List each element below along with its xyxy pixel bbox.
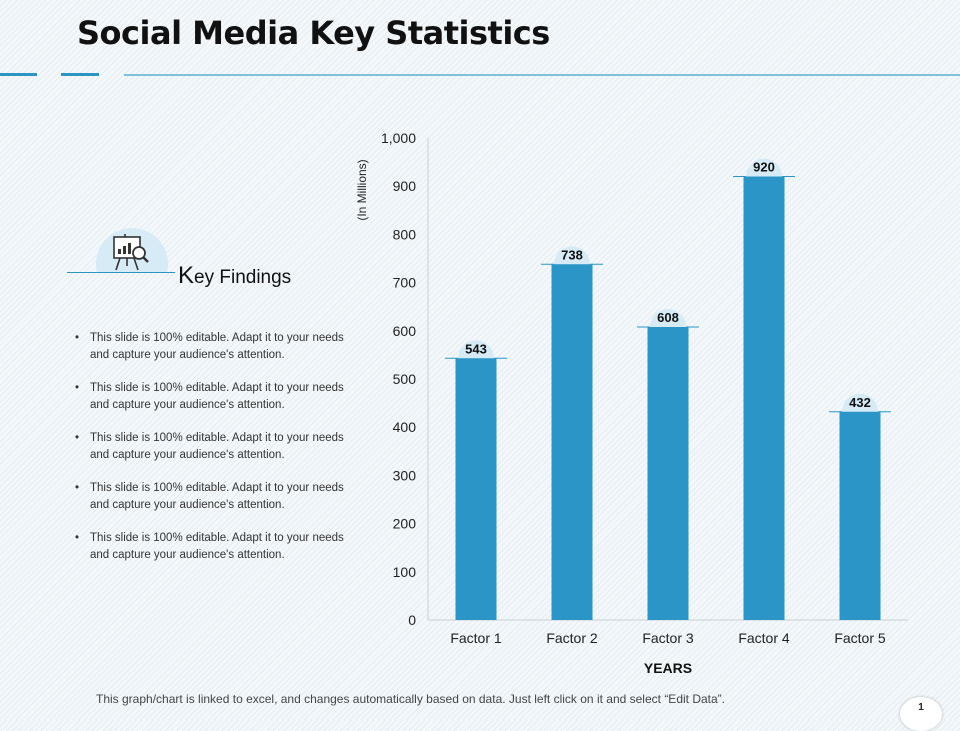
bullet-icon: •: [75, 482, 80, 494]
list-item: • This slide is 100% editable. Adapt it t…: [75, 430, 365, 464]
key-findings-initial: K: [178, 262, 195, 289]
bullet-icon: •: [75, 432, 80, 444]
key-findings-list: • This slide is 100% editable. Adapt it t…: [75, 330, 365, 580]
bar: [455, 358, 497, 620]
list-item: • This slide is 100% editable. Adapt it t…: [75, 530, 365, 564]
footer-note: This graph/chart is linked to excel, and…: [96, 692, 725, 706]
y-tick-label: 0: [408, 612, 416, 628]
y-tick-label: 1,000: [381, 130, 416, 146]
list-item-text: This slide is 100% editable. Adapt it to…: [90, 332, 344, 361]
key-findings-title-rest: ey Findings: [194, 267, 292, 288]
y-axis-title: (In Millions): [355, 159, 369, 220]
bullet-icon: •: [75, 532, 80, 544]
list-item: • This slide is 100% editable. Adapt it t…: [75, 380, 365, 414]
list-item-text: This slide is 100% editable. Adapt it to…: [90, 482, 344, 511]
y-tick-label: 100: [393, 564, 417, 580]
list-item-text: This slide is 100% editable. Adapt it to…: [90, 532, 344, 561]
title-underline-segment: [61, 73, 99, 76]
x-tick-label: Factor 4: [738, 630, 790, 646]
bar: [839, 411, 881, 620]
y-tick-label: 300: [393, 467, 417, 483]
x-axis-title: YEARS: [644, 660, 692, 676]
data-label-bubble: [554, 246, 590, 265]
x-tick-label: Factor 1: [450, 630, 502, 646]
data-label-bubble: [458, 340, 494, 359]
list-item: • This slide is 100% editable. Adapt it t…: [75, 330, 365, 364]
y-tick-label: 900: [393, 178, 417, 194]
data-label: 608: [657, 310, 679, 325]
data-label: 920: [753, 160, 775, 175]
bar: [647, 326, 689, 620]
x-tick-label: Factor 3: [642, 630, 694, 646]
data-label-bubble: [746, 158, 782, 177]
title-underline: [124, 74, 960, 76]
x-tick-label: Factor 2: [546, 630, 598, 646]
bullet-icon: •: [75, 382, 80, 394]
presentation-chart-magnifier-icon: [113, 234, 149, 271]
data-label: 543: [465, 341, 487, 356]
y-tick-label: 200: [393, 516, 417, 532]
y-tick-label: 800: [393, 226, 417, 242]
page-title: Social Media Key Statistics: [77, 14, 550, 52]
y-tick-label: 400: [393, 419, 417, 435]
bar: [743, 176, 785, 620]
data-label: 738: [561, 247, 583, 262]
bullet-icon: •: [75, 332, 80, 344]
y-tick-label: 700: [393, 275, 417, 291]
bar: [551, 264, 593, 620]
y-tick-label: 500: [393, 371, 417, 387]
data-label-bubble: [842, 393, 878, 412]
data-label: 432: [849, 395, 871, 410]
title-underline-segment: [0, 73, 37, 76]
key-findings-icon-badge: [96, 228, 168, 272]
list-item: • This slide is 100% editable. Adapt it t…: [75, 480, 365, 514]
list-item-text: This slide is 100% editable. Adapt it to…: [90, 432, 344, 461]
key-findings-title: Key Findings: [178, 262, 291, 290]
list-item-text: This slide is 100% editable. Adapt it to…: [90, 382, 344, 411]
data-label-bubble: [650, 308, 686, 327]
y-tick-label: 600: [393, 323, 417, 339]
x-tick-label: Factor 5: [834, 630, 886, 646]
bar-chart[interactable]: 0 100 200 300 400 500 600 700 800 900 1,000 (In Mil…: [340, 120, 920, 680]
page-number: 1: [900, 697, 942, 731]
key-findings-underline: [67, 272, 175, 273]
